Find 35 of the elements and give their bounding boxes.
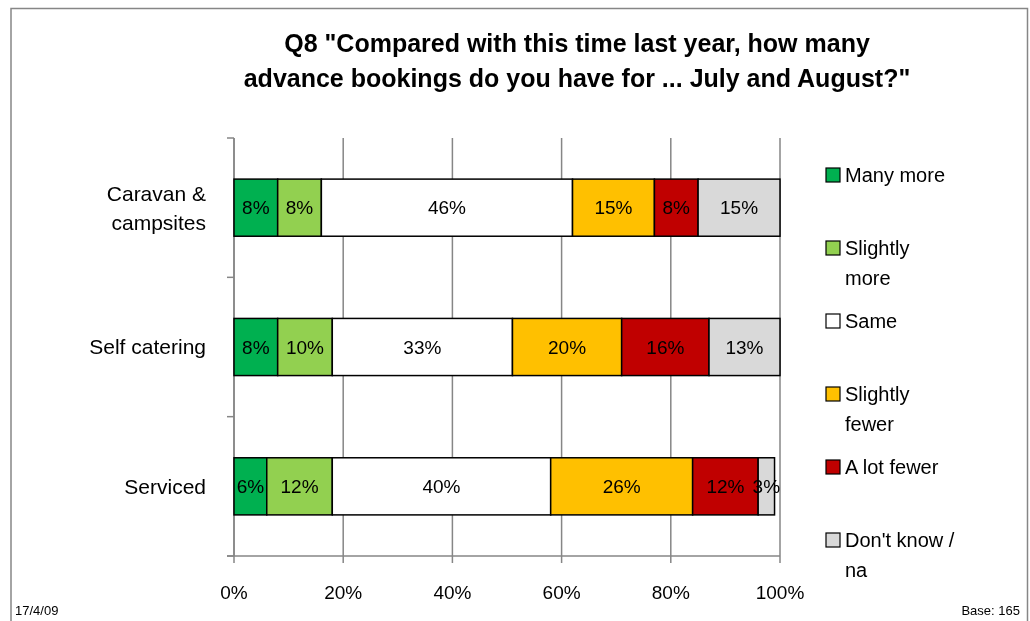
- text: 17/4/09: [15, 603, 59, 618]
- x-tick-label: 40%: [433, 582, 472, 603]
- data-label: 8%: [242, 336, 270, 358]
- data-label: 20%: [548, 336, 587, 358]
- data-label: 6%: [236, 475, 265, 497]
- legend-label: Slightly more: [845, 237, 910, 289]
- y-tick-label: Caravan & campsites: [106, 181, 206, 234]
- data-label: 8%: [662, 197, 691, 219]
- data-label: 16%: [646, 336, 685, 358]
- data-label: 10%: [285, 336, 325, 358]
- x-tick-label: 100%: [755, 582, 805, 603]
- data-label: 8%: [242, 197, 270, 219]
- legend-label: Same: [845, 310, 898, 332]
- y-tick-label: Serviced: [124, 474, 206, 498]
- data-label: 15%: [720, 197, 759, 219]
- data-label: 13%: [725, 336, 764, 358]
- data-label: 40%: [422, 475, 461, 497]
- data-label: 15%: [594, 197, 633, 219]
- x-tick-label: 80%: [651, 582, 690, 603]
- data-label: 46%: [427, 197, 467, 219]
- data-label: 33%: [403, 336, 442, 358]
- legend-label: Many more: [845, 164, 946, 186]
- data-label: 26%: [602, 475, 641, 497]
- x-tick-label: 0%: [220, 582, 248, 603]
- x-tick-label: 60%: [542, 582, 581, 603]
- legend-label: A lot fewer: [845, 456, 939, 478]
- chart-title: Q8 "Compared with this time last year, how many advance bookings do you have for ... July and August?": [243, 29, 911, 92]
- x-tick-label: 20%: [324, 582, 363, 603]
- legend-label: Slightly fewer: [845, 383, 910, 435]
- y-tick-label: Self catering: [89, 335, 206, 359]
- data-label: 12%: [706, 475, 745, 497]
- data-label: 8%: [285, 197, 314, 219]
- text: Base: 165: [961, 603, 1020, 618]
- data-label: 12%: [280, 475, 319, 497]
- legend-label: Don't know / na: [845, 529, 955, 581]
